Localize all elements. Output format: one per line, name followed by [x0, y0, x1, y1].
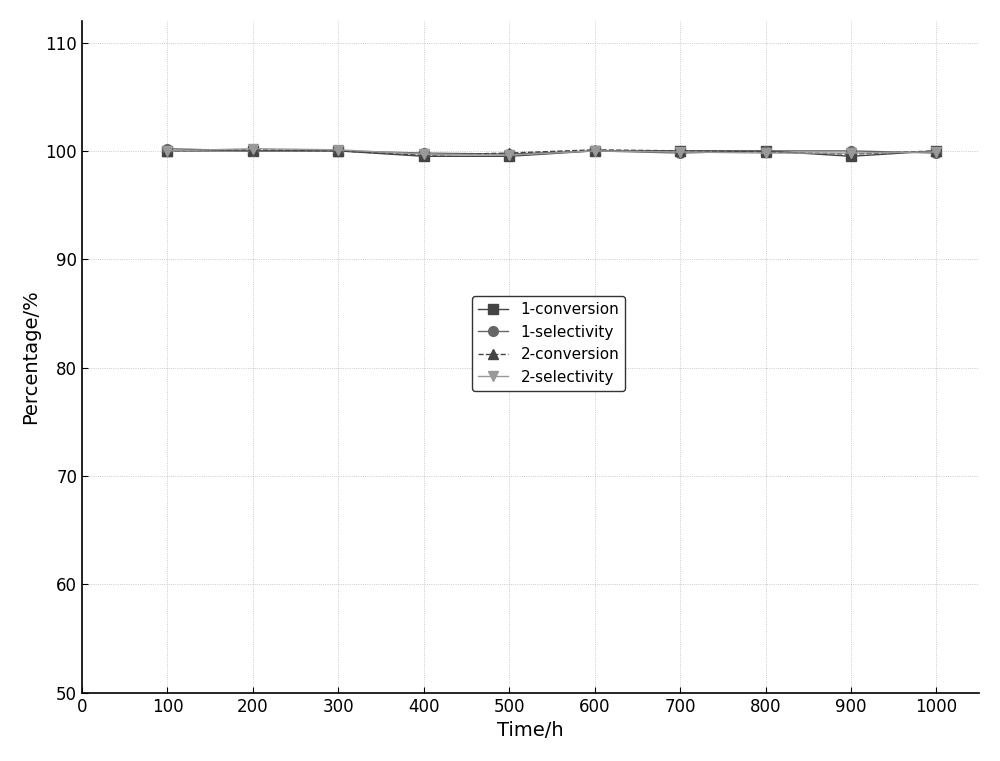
X-axis label: Time/h: Time/h: [497, 721, 564, 740]
1-selectivity: [674, 148, 686, 158]
1-conversion: [418, 151, 430, 161]
1-conversion: [247, 146, 259, 155]
2-selectivity: [247, 144, 259, 153]
2-conversion: [930, 146, 942, 155]
2-selectivity: [418, 150, 430, 159]
2-conversion: [418, 151, 430, 160]
2-conversion: [674, 146, 686, 155]
2-conversion: [161, 146, 173, 155]
2-conversion: [247, 145, 259, 154]
1-selectivity: [247, 146, 259, 155]
Line: 1-conversion: 1-conversion: [163, 146, 941, 161]
2-selectivity: [503, 151, 515, 160]
Line: 1-selectivity: 1-selectivity: [163, 144, 941, 159]
1-selectivity: [760, 146, 772, 155]
1-conversion: [845, 151, 857, 161]
2-selectivity: [674, 148, 686, 157]
1-conversion: [760, 146, 772, 155]
2-selectivity: [161, 146, 173, 155]
2-selectivity: [332, 145, 344, 154]
1-conversion: [930, 146, 942, 155]
1-conversion: [332, 146, 344, 155]
1-conversion: [674, 146, 686, 155]
Y-axis label: Percentage/%: Percentage/%: [21, 289, 40, 424]
1-selectivity: [503, 150, 515, 159]
1-selectivity: [930, 148, 942, 158]
2-selectivity: [760, 148, 772, 158]
1-selectivity: [845, 146, 857, 155]
2-conversion: [332, 146, 344, 155]
1-selectivity: [161, 144, 173, 153]
1-selectivity: [418, 148, 430, 158]
2-selectivity: [589, 146, 601, 155]
1-conversion: [161, 146, 173, 155]
2-conversion: [503, 148, 515, 158]
1-selectivity: [332, 146, 344, 155]
Line: 2-conversion: 2-conversion: [163, 145, 941, 160]
2-conversion: [760, 148, 772, 157]
1-selectivity: [589, 146, 601, 155]
2-conversion: [589, 145, 601, 154]
1-conversion: [589, 146, 601, 155]
2-selectivity: [930, 148, 942, 157]
Line: 2-selectivity: 2-selectivity: [163, 144, 941, 160]
2-selectivity: [845, 148, 857, 158]
Legend: 1-conversion, 1-selectivity, 2-conversion, 2-selectivity: 1-conversion, 1-selectivity, 2-conversio…: [472, 296, 625, 391]
2-conversion: [845, 150, 857, 159]
1-conversion: [503, 151, 515, 161]
